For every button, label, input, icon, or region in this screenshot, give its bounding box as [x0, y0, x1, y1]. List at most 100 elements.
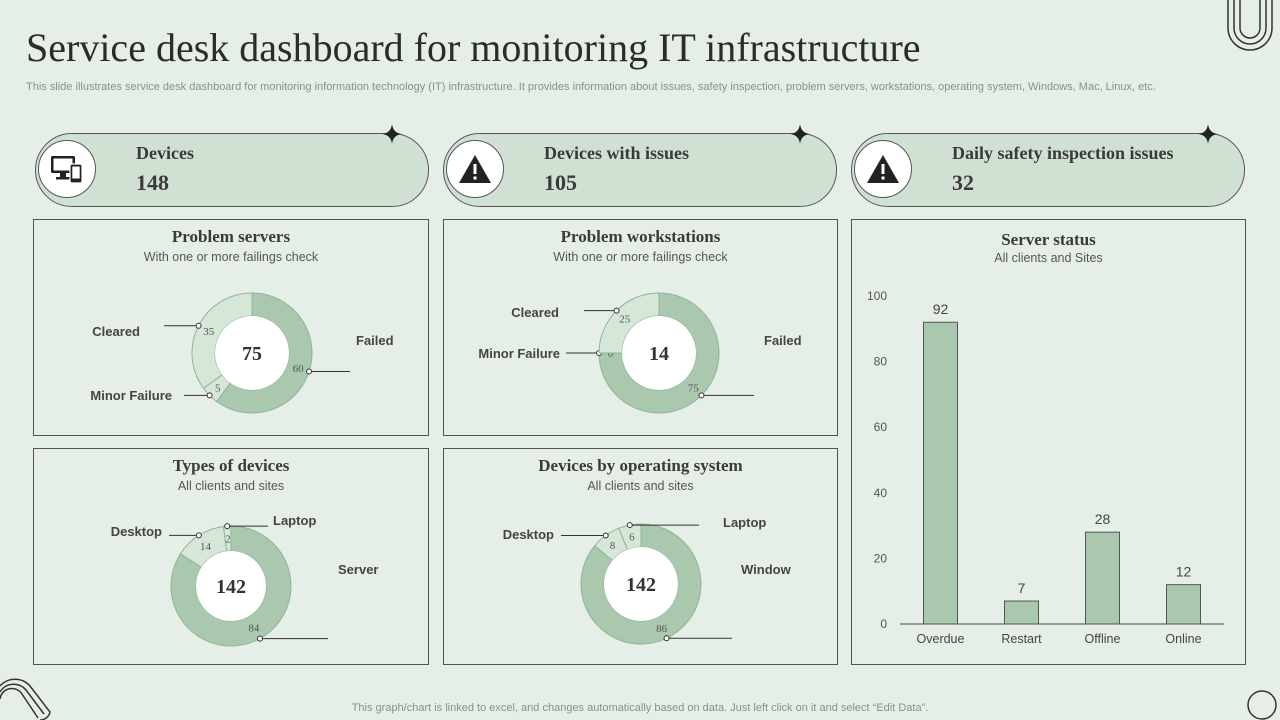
leader-marker — [698, 392, 705, 399]
slice-value-label: 25 — [619, 314, 631, 326]
leader-marker — [195, 532, 202, 539]
chart-subtitle: With one or more failings check — [143, 250, 319, 264]
kpi-devices: Devices 148 — [35, 124, 429, 207]
slice-value-label: 5 — [215, 382, 221, 394]
slice-value-label: 86 — [656, 623, 668, 635]
page-subtitle: This slide illustrates service desk dash… — [26, 81, 1156, 93]
slice-value-label: 0 — [608, 348, 614, 360]
chart-title: Problem workstations — [560, 227, 721, 246]
kpi-value: 32 — [952, 170, 974, 195]
slice-category-label: Window — [741, 562, 792, 577]
corner-decoration-bottom-left — [0, 678, 51, 720]
footer-note: This graph/chart is linked to excel, and… — [351, 702, 929, 714]
donut-center-label: 142 — [626, 574, 656, 596]
sparkle-icon — [790, 124, 810, 144]
corner-decoration-bottom-right — [1247, 690, 1277, 720]
leader-marker — [256, 635, 263, 642]
donut-center-label: 142 — [216, 576, 246, 598]
devices-icon — [38, 140, 96, 198]
slice-category-label: Cleared — [92, 324, 140, 339]
kpi-value: 105 — [544, 170, 577, 195]
panel-server-status: Server status All clients and Sites 0 20 4… — [851, 219, 1246, 665]
slice-value-label: 75 — [688, 382, 700, 394]
slice-value-label: 6 — [629, 531, 635, 543]
bar-chart-server-status: 0 20 40 60 80 100 92 Overdue 7 Restart 28 Offline 12… — [867, 289, 1224, 646]
corner-decoration-top-right — [1227, 0, 1273, 51]
chart-title: Server status — [1001, 230, 1096, 249]
leader-marker — [613, 307, 620, 314]
donut-center — [215, 316, 289, 390]
y-tick-label: 0 — [880, 617, 887, 631]
leader-marker — [195, 322, 202, 329]
sparkle-icon — [382, 124, 402, 144]
panel-devices-by-os: Devices by operating system All clients … — [443, 448, 838, 665]
donut-center — [622, 316, 696, 390]
y-tick-label: 20 — [874, 551, 888, 565]
slice-value-label: 60 — [293, 363, 305, 375]
leader-marker — [663, 635, 670, 642]
slice-value-label: 14 — [200, 541, 212, 553]
slice-value-label: 2 — [225, 534, 231, 546]
donut-center-label: 14 — [649, 343, 669, 365]
x-tick-label: Restart — [1001, 632, 1042, 646]
slice-category-label: Desktop — [111, 524, 162, 539]
donut-center-label: 75 — [242, 343, 262, 365]
slice-category-label: Laptop — [273, 513, 316, 528]
slice-value-label: 35 — [203, 326, 215, 338]
chart-subtitle: All clients and sites — [587, 479, 694, 493]
slice-category-label: Cleared — [511, 305, 559, 320]
kpi-devices-with-issues: Devices with issues 105 — [443, 124, 837, 207]
y-tick-label: 40 — [874, 486, 888, 500]
chart-subtitle: All clients and Sites — [994, 251, 1103, 265]
y-tick-label: 60 — [874, 420, 888, 434]
kpi-label: Devices with issues — [544, 143, 689, 163]
sparkle-icon — [1198, 124, 1218, 144]
x-tick-label: Online — [1165, 632, 1201, 646]
bar-overdue — [923, 321, 958, 625]
slice-category-label: Minor Failure — [90, 388, 172, 403]
x-tick-label: Overdue — [917, 632, 965, 646]
warning-icon — [446, 140, 504, 198]
bar-offline — [1085, 531, 1120, 625]
slice-category-label: Failed — [764, 333, 802, 348]
leader-marker — [626, 522, 633, 529]
bar-restart — [1004, 600, 1039, 625]
chart-title: Devices by operating system — [538, 456, 743, 475]
y-tick-label: 80 — [874, 355, 888, 369]
chart-title: Problem servers — [171, 227, 291, 246]
bar-value-label: 7 — [1018, 580, 1026, 596]
y-tick-label: 100 — [867, 289, 887, 303]
leader-marker — [602, 532, 609, 539]
page-title: Service desk dashboard for monitoring IT… — [26, 25, 921, 70]
leader-marker — [206, 392, 213, 399]
slice-category-label: Failed — [356, 333, 394, 348]
panel-types-of-devices: Types of devices All clients and sites 8… — [33, 448, 429, 665]
slice-category-label: Server — [338, 562, 378, 577]
x-tick-label: Offline — [1085, 632, 1121, 646]
leader-marker — [224, 523, 231, 530]
chart-subtitle: All clients and sites — [177, 479, 285, 493]
kpi-label: Devices — [136, 143, 194, 163]
donut-chart-problem-servers: 60 Failed 5 Minor Failure 35 Cleared 75 — [90, 292, 394, 414]
bar-value-label: 12 — [1176, 564, 1192, 580]
panel-problem-workstations: Problem workstations With one or more fa… — [443, 219, 838, 436]
donut-center — [604, 547, 678, 621]
leader-marker — [306, 368, 313, 375]
bar-value-label: 92 — [933, 301, 949, 317]
slice-category-label: Laptop — [723, 515, 766, 530]
donut-chart-devices-by-os: 86 Window 8 Desktop 6 Laptop 142 — [503, 515, 792, 645]
kpi-value: 148 — [136, 170, 169, 195]
bar-online — [1166, 584, 1201, 625]
chart-title: Types of devices — [172, 456, 290, 475]
chart-subtitle: With one or more failings check — [553, 250, 728, 264]
donut-center — [196, 551, 266, 621]
kpi-daily-safety-inspection: Daily safety inspection issues 32 — [851, 124, 1245, 207]
panel-problem-servers: Problem servers With one or more failing… — [33, 219, 429, 436]
warning-icon — [854, 140, 912, 198]
donut-chart-types-of-devices: 84 Server 14 Desktop 2 Laptop 142 — [111, 513, 378, 647]
kpi-label: Daily safety inspection issues — [952, 143, 1174, 163]
bar-value-label: 28 — [1095, 511, 1111, 527]
donut-chart-problem-workstations: 75 Failed 0 Minor Failure 25 Cleared 14 — [478, 292, 802, 414]
slice-value-label: 8 — [610, 540, 616, 552]
slice-category-label: Minor Failure — [478, 346, 560, 361]
